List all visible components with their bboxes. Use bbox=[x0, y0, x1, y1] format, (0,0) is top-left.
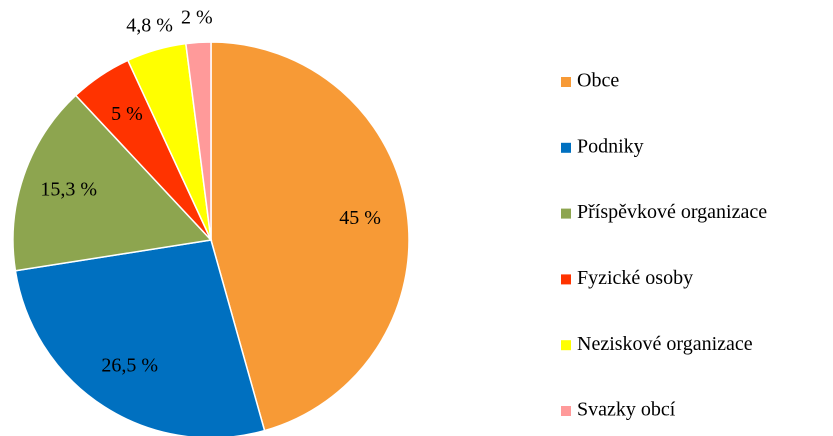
pie-slice bbox=[184, 41, 212, 241]
data-label: 15,3 % bbox=[40, 179, 97, 201]
pie-slice bbox=[12, 94, 213, 272]
legend-swatch bbox=[561, 406, 571, 416]
pie-slice bbox=[14, 239, 266, 436]
legend-label: Obce bbox=[577, 70, 619, 92]
data-label: 45 % bbox=[339, 207, 381, 229]
legend-label: Příspěvkové organizace bbox=[577, 201, 767, 223]
data-label: 26,5 % bbox=[101, 354, 158, 376]
data-label: 5 % bbox=[111, 103, 143, 125]
legend-label: Podniky bbox=[577, 135, 644, 157]
legend-label: Fyzické osoby bbox=[577, 267, 693, 289]
legend-swatch bbox=[561, 77, 571, 87]
legend-swatch bbox=[561, 274, 571, 285]
data-label: 2 % bbox=[181, 6, 213, 28]
pie-slice bbox=[210, 41, 410, 432]
legend-label: Svazky obcí bbox=[577, 399, 676, 421]
legend-swatch bbox=[561, 340, 571, 351]
legend-swatch bbox=[561, 208, 571, 219]
legend-label: Neziskové organizace bbox=[577, 333, 753, 355]
legend-swatch bbox=[561, 142, 571, 153]
data-label: 4,8 % bbox=[126, 14, 173, 36]
